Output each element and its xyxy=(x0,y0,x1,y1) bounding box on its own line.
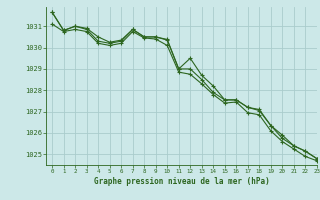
X-axis label: Graphe pression niveau de la mer (hPa): Graphe pression niveau de la mer (hPa) xyxy=(94,177,269,186)
